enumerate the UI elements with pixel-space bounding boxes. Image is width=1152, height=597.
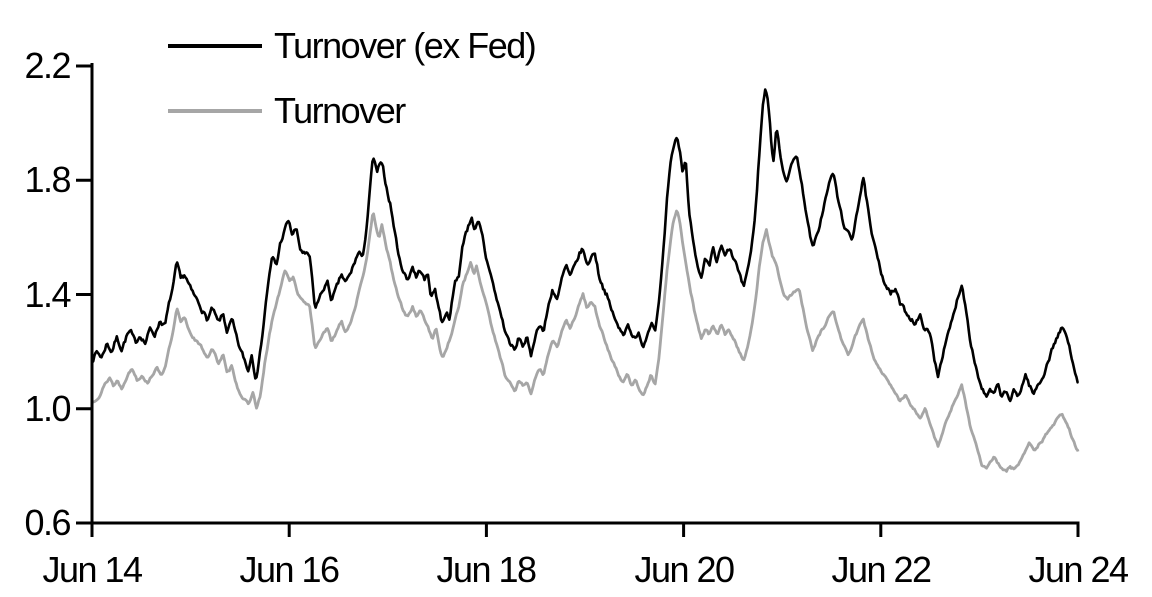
x-tick-label: Jun 16 [239, 549, 340, 590]
y-tick-label: 0.6 [24, 502, 71, 543]
x-tick-label: Jun 22 [831, 549, 932, 590]
legend-item-turnover: Turnover [168, 90, 406, 131]
legend-label: Turnover (ex Fed) [274, 25, 537, 66]
y-tick-label: 1.8 [24, 159, 71, 200]
x-tick-label: Jun 20 [634, 549, 735, 590]
y-tick-label: 1.0 [24, 388, 71, 429]
x-tick-label: Jun 18 [436, 549, 537, 590]
y-tick-label: 1.4 [24, 274, 71, 315]
legend-item-turnover-ex-fed: Turnover (ex Fed) [168, 25, 537, 66]
legend-label: Turnover [274, 90, 406, 131]
series-line-turnover-ex-fed [91, 88, 1080, 403]
series-line-turnover [91, 209, 1080, 473]
legend-swatch-black-line [168, 44, 262, 48]
legend-swatch-gray-line [168, 109, 262, 113]
x-tick-label: Jun 14 [42, 549, 143, 590]
x-tick-label: Jun 24 [1028, 549, 1129, 590]
y-tick-label: 2.2 [24, 45, 71, 86]
